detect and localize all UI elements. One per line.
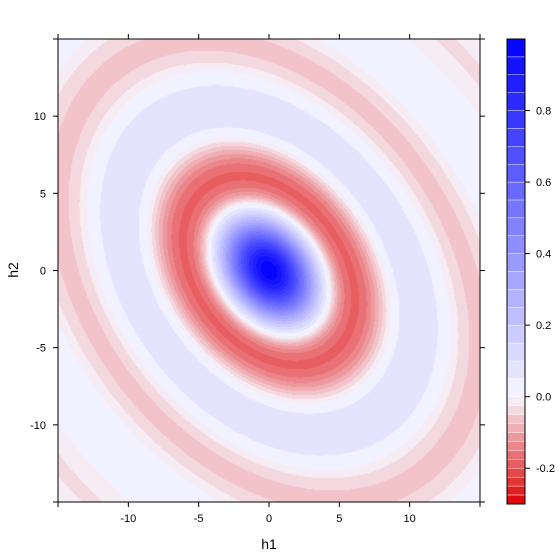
y-tick-label: -10 <box>30 420 46 432</box>
y-axis: -10 -5 0 5 10 <box>30 38 485 503</box>
x-axis: -10 -5 0 5 10 <box>57 34 481 525</box>
colorbar-band <box>506 423 526 433</box>
colorbar-band <box>506 110 526 129</box>
colorbar-tick-label: -0.2 <box>536 463 555 475</box>
colorbar-band <box>506 378 526 397</box>
x-tick-label: 5 <box>336 513 342 525</box>
colorbar-band <box>506 494 526 505</box>
x-tick-label: 10 <box>404 513 416 525</box>
colorbar-band <box>506 342 526 362</box>
y-tick-label: 10 <box>34 111 46 123</box>
colorbar-frame <box>506 38 526 505</box>
y-tick-label: -5 <box>36 343 46 355</box>
colorbar-band <box>506 235 526 254</box>
colorbar-band <box>506 56 526 75</box>
x-tick-label: 0 <box>266 513 272 525</box>
colorbar-tick-label: 0.0 <box>536 392 551 404</box>
y-axis-title: h2 <box>5 262 21 278</box>
colorbar-band <box>506 253 526 272</box>
colorbar-band <box>506 146 526 165</box>
colorbar-band <box>506 396 526 406</box>
colorbar-band <box>506 217 526 236</box>
x-tick-label: -5 <box>194 513 204 525</box>
colorbar-band <box>506 271 526 290</box>
colorbar-band <box>506 405 526 415</box>
colorbar-band <box>506 181 526 201</box>
colorbar-band <box>506 163 526 183</box>
colorbar-tick-label: 0.4 <box>536 249 551 261</box>
colorbar-tick-label: 0.6 <box>536 177 551 189</box>
colorbar-band <box>506 450 526 460</box>
plot-area <box>57 38 481 503</box>
colorbar-band <box>506 432 526 442</box>
x-tick-label: -10 <box>120 513 136 525</box>
colorbar-band <box>506 74 526 93</box>
x-axis-title: h1 <box>261 536 277 552</box>
colorbar-band <box>506 92 526 111</box>
colorbar-band <box>506 128 526 147</box>
colorbar-band <box>506 441 526 451</box>
colorbar-tick-label: 0.2 <box>536 320 551 332</box>
colorbar-band <box>506 289 526 308</box>
y-tick-label: 0 <box>40 266 46 278</box>
heatmap-surface <box>58 39 480 502</box>
colorbar-band <box>506 324 526 344</box>
colorbar-band <box>506 476 526 487</box>
colorbar-tick-label: 0.8 <box>536 106 551 118</box>
colorbar-band <box>506 414 526 424</box>
colorbar-band <box>506 307 526 326</box>
colorbar-band <box>506 459 526 469</box>
y-tick-label: 5 <box>40 188 46 200</box>
colorbar-band <box>506 468 526 478</box>
colorbar-band <box>506 360 526 380</box>
colorbar-band <box>506 485 526 496</box>
colorbar-band <box>506 38 526 58</box>
colorbar: -0.2 0.0 0.2 0.4 0.6 0.8 <box>506 38 555 505</box>
colorbar-band <box>506 199 526 219</box>
